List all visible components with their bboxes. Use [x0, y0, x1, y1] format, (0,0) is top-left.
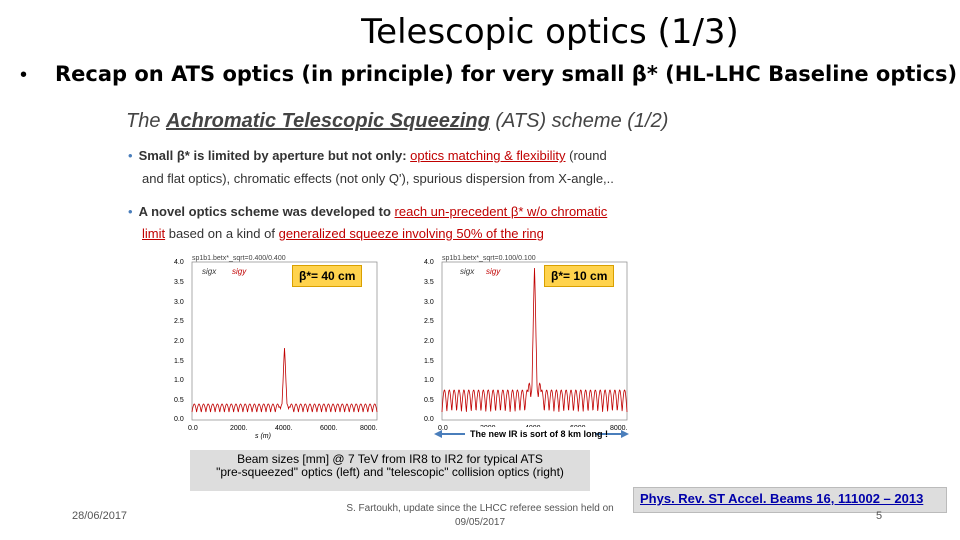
- right-ytick: 4.0: [424, 259, 434, 266]
- left-beam-size-plot: sp1b1.betx*_sqrt=0.400/0.400 4.0 3.5 3.0…: [174, 255, 378, 440]
- left-plot-yticks: 4.0 3.5 3.0 2.5 2.0 1.5 1.0 0.5 0.0: [174, 259, 184, 423]
- caption-line-2: "pre-squeezed" optics (left) and "telesc…: [216, 465, 564, 479]
- left-beam-curve: [191, 347, 378, 413]
- left-ytick: 1.5: [174, 358, 184, 365]
- inner-title-emphasis: Achromatic Telescopic Squeezing: [166, 110, 490, 132]
- left-plot-header: sp1b1.betx*_sqrt=0.400/0.400: [192, 255, 286, 262]
- inner-bullet-2-highlight-limit: limit: [142, 226, 166, 241]
- left-xtick: 6000.: [320, 425, 338, 432]
- right-ytick: 2.5: [424, 318, 434, 325]
- left-beta-badge: β*= 40 cm: [292, 265, 363, 287]
- inner-bullet-1-line-2: and flat optics), chromatic effects (not…: [142, 171, 614, 186]
- inner-bullet-2-highlight: reach un-precedent β* w/o chromatic: [394, 204, 608, 219]
- right-beam-curve: [441, 267, 628, 413]
- left-ytick: 2.5: [174, 318, 184, 325]
- footer-author-line-1: S. Fartoukh, update since the LHCC refer…: [346, 503, 614, 514]
- slide-subtitle: Recap on ATS optics (in principle) for v…: [55, 62, 958, 86]
- left-xtick: 2000.: [230, 425, 248, 432]
- left-plot-frame: [191, 261, 378, 421]
- inner-bullet-1-highlight: optics matching & flexibility: [410, 148, 566, 163]
- left-ytick: 3.5: [174, 279, 184, 286]
- right-ytick: 1.5: [424, 358, 434, 365]
- inner-bullet-2-text-a: A novel optics scheme was developed to: [138, 204, 395, 219]
- slide-title: Telescopic optics (1/3): [361, 12, 739, 52]
- left-plot-xticks: 0.0 2000. 4000. 6000. 8000.: [188, 425, 378, 432]
- right-plot-header: sp1b1.betx*_sqrt=0.100/0.100: [442, 255, 536, 262]
- right-beta-badge: β*= 10 cm: [544, 265, 615, 287]
- right-ytick: 2.0: [424, 338, 434, 345]
- left-ytick: 1.0: [174, 377, 184, 384]
- right-legend-sigy: sigy: [486, 267, 501, 276]
- inner-bullet-2-text-b: based on a kind of: [165, 226, 279, 241]
- right-plot-frame: [441, 261, 628, 421]
- inner-bullet-1-text-b: (round: [565, 148, 607, 163]
- left-ytick: 2.0: [174, 338, 184, 345]
- left-xtick: 8000.: [360, 425, 378, 432]
- reference-link[interactable]: Phys. Rev. ST Accel. Beams 16, 111002 – …: [640, 491, 924, 506]
- right-ytick: 0.0: [424, 416, 434, 423]
- left-ytick: 0.5: [174, 397, 184, 404]
- footer-author: S. Fartoukh, update since the LHCC refer…: [330, 502, 630, 530]
- right-xtick: 8000.: [610, 425, 628, 432]
- left-ytick: 3.0: [174, 299, 184, 306]
- bullet-dot-icon: •: [128, 204, 133, 219]
- arrow-right-icon: [621, 430, 629, 438]
- inner-bullet-1-text-a: Small β* is limited by aperture but not …: [138, 148, 411, 163]
- right-plot-yticks: 4.0 3.5 3.0 2.5 2.0 1.5 1.0 0.5 0.0: [424, 259, 434, 423]
- inner-title-pre: The: [126, 110, 167, 132]
- right-beam-size-plot: sp1b1.betx*_sqrt=0.100/0.100 4.0 3.5 3.0…: [424, 255, 629, 440]
- right-ytick: 1.0: [424, 377, 434, 384]
- inner-slide-title: The Achromatic Telescopic Squeezing (ATS…: [126, 110, 668, 133]
- caption-line-1: Beam sizes [mm] @ 7 TeV from IR8 to IR2 …: [237, 452, 543, 466]
- inner-bullet-2-highlight-squeeze: generalized squeeze involving 50% of the…: [278, 226, 544, 241]
- bullet-dot-icon: •: [128, 148, 133, 163]
- bullet-marker: •: [20, 64, 28, 86]
- page-number: 5: [876, 510, 883, 522]
- arrow-left-icon: [434, 430, 442, 438]
- right-ytick: 0.5: [424, 397, 434, 404]
- left-xlabel: s (m): [255, 433, 271, 440]
- right-legend-sigx: sigx: [460, 267, 475, 276]
- right-ytick: 3.5: [424, 279, 434, 286]
- footer-author-line-2: 09/05/2017: [454, 517, 506, 528]
- ir-length-label: The new IR is sort of 8 km long !: [470, 429, 608, 439]
- right-xtick: 0.0: [438, 425, 448, 432]
- arrow-label-bg: [465, 427, 595, 440]
- footer-date: 28/06/2017: [72, 510, 128, 522]
- plot-caption: Beam sizes [mm] @ 7 TeV from IR8 to IR2 …: [190, 450, 590, 491]
- left-legend-sigy: sigy: [232, 267, 247, 276]
- left-xtick: 4000.: [275, 425, 293, 432]
- reference-box: [633, 487, 947, 513]
- inner-bullet-2-line-1: • A novel optics scheme was developed to …: [128, 204, 607, 219]
- inner-title-post: (ATS) scheme (1/2): [489, 110, 669, 132]
- inner-bullet-1-line-1: • Small β* is limited by aperture but not…: [128, 148, 607, 163]
- inner-bullet-2-line-2: limit based on a kind of generalized squ…: [142, 226, 544, 241]
- left-legend-sigx: sigx: [202, 267, 217, 276]
- left-ytick: 0.0: [174, 416, 184, 423]
- left-ytick: 4.0: [174, 259, 184, 266]
- left-xtick: 0.0: [188, 425, 198, 432]
- right-ytick: 3.0: [424, 299, 434, 306]
